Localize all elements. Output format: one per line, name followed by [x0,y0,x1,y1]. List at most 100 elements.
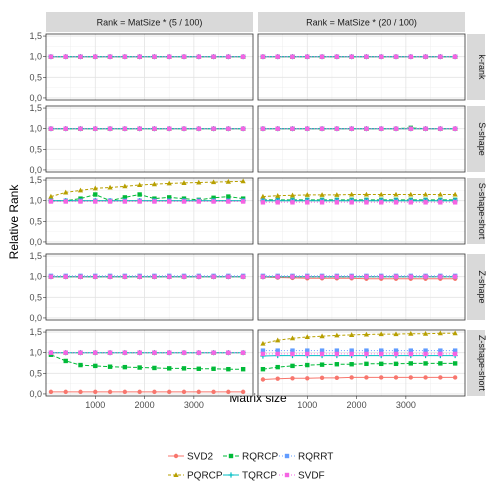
y-tick-label: 1,5 [29,175,42,185]
column-strip-label: Rank = MatSize * (20 / 100) [306,18,417,28]
data-point-svdf [334,126,340,131]
data-point-svdf [364,54,369,59]
data-point-svdf [211,54,216,59]
data-point-svd2 [226,389,231,395]
data-point-pqrcp [393,331,399,337]
data-point-svdf [78,54,83,59]
data-point-svdf [349,54,354,59]
data-point-pqrcp [275,192,281,198]
row-strip-bg [467,330,485,396]
data-point-svdf [290,126,295,131]
data-point-svdf [78,199,83,204]
data-point-svdf [48,350,54,355]
data-point-rqrrt [364,348,369,353]
data-point-svdf [305,126,310,131]
row-strip-label: S-shape-short [477,183,487,240]
data-point-svdf [137,199,142,204]
data-point-svdf [275,351,280,357]
data-point-svdf [423,126,428,131]
data-point-svd2 [319,375,325,381]
panel [258,178,465,244]
data-point-svdf [63,350,68,355]
data-point-svdf [122,350,128,355]
data-point-svdf [260,126,266,131]
y-tick-label: 0,5 [29,72,42,82]
data-point-svdf [181,350,187,355]
y-tick-label: 0,0 [29,313,42,323]
data-point-rqrrt [319,348,325,353]
data-point-svdf [226,54,231,59]
data-point-svdf [107,126,113,131]
data-point-rqrcp [122,364,128,370]
data-point-svdf [240,199,246,204]
data-point-svdf [334,351,340,357]
legend-label: SVD2 [187,452,214,463]
legend-label: RQRRT [298,452,333,463]
data-point-rqrcp [290,363,295,369]
data-point-rqrrt [438,348,443,353]
data-point-svd2 [364,375,369,380]
data-point-svd2 [167,389,172,395]
data-point-rqrcp [305,362,310,368]
data-point-pqrcp [363,331,370,337]
data-point-svdf [290,54,295,59]
panel-series-group [48,178,246,204]
data-point-svdf [152,54,157,59]
data-point-svd2 [196,389,201,395]
data-point-svd2 [275,376,280,381]
legend-key-marker [228,472,234,478]
data-point-svdf [379,126,384,131]
data-point-svdf [408,351,413,357]
data-point-rqrcp [122,195,128,200]
legend-label: PQRCP [187,471,223,482]
panel-series-group [260,273,458,281]
data-point-pqrcp [210,179,217,185]
data-point-pqrcp [304,192,310,197]
data-point-svd2 [152,389,157,395]
panel [258,34,465,100]
x-tick-label: 2000 [347,400,367,410]
row-strip-bg [467,178,485,244]
data-point-svdf [63,126,68,131]
data-point-svdf [93,54,98,59]
data-point-svdf [334,274,340,279]
data-point-rqrrt [393,348,399,353]
data-point-rqrrt [349,348,354,353]
data-point-svdf [107,199,113,204]
y-tick-label: 0,0 [29,165,42,175]
data-point-svdf [423,200,428,205]
data-point-svdf [305,274,310,279]
panel-border [257,33,466,101]
data-point-rqrcp [107,364,113,369]
data-point-pqrcp [137,182,143,188]
data-point-svdf [349,274,354,279]
data-point-svdf [452,274,458,279]
data-point-svdf [319,351,325,357]
data-point-pqrcp [349,191,355,197]
data-point-rqrcp [167,195,172,200]
row-strip-label: k-rank [477,54,487,80]
data-point-svdf [408,200,413,205]
data-point-rqrcp [137,365,142,370]
data-point-svdf [260,274,266,279]
data-point-rqrcp [78,362,83,368]
data-point-svdf [211,274,216,279]
legend-key-marker [173,453,179,459]
y-tick-label: 1,0 [29,348,42,358]
data-point-rqrcp [423,361,428,366]
data-point-svdf [379,200,384,205]
data-point-pqrcp [349,332,355,337]
y-axis-title: Relative Rank [7,184,21,260]
y-tick-label: 1,5 [29,31,42,41]
data-point-svd2 [452,375,458,380]
data-point-svdf [379,351,384,357]
data-point-rqrcp [393,361,399,367]
y-tick-label: 0,0 [29,237,42,247]
data-point-svd2 [423,375,428,380]
data-point-pqrcp [225,178,231,184]
column-strip-bg [46,12,253,32]
series-line-rqrcp [50,354,244,370]
data-point-svdf [226,274,231,279]
data-point-svdf [393,351,399,357]
legend-key-marker [284,453,290,459]
